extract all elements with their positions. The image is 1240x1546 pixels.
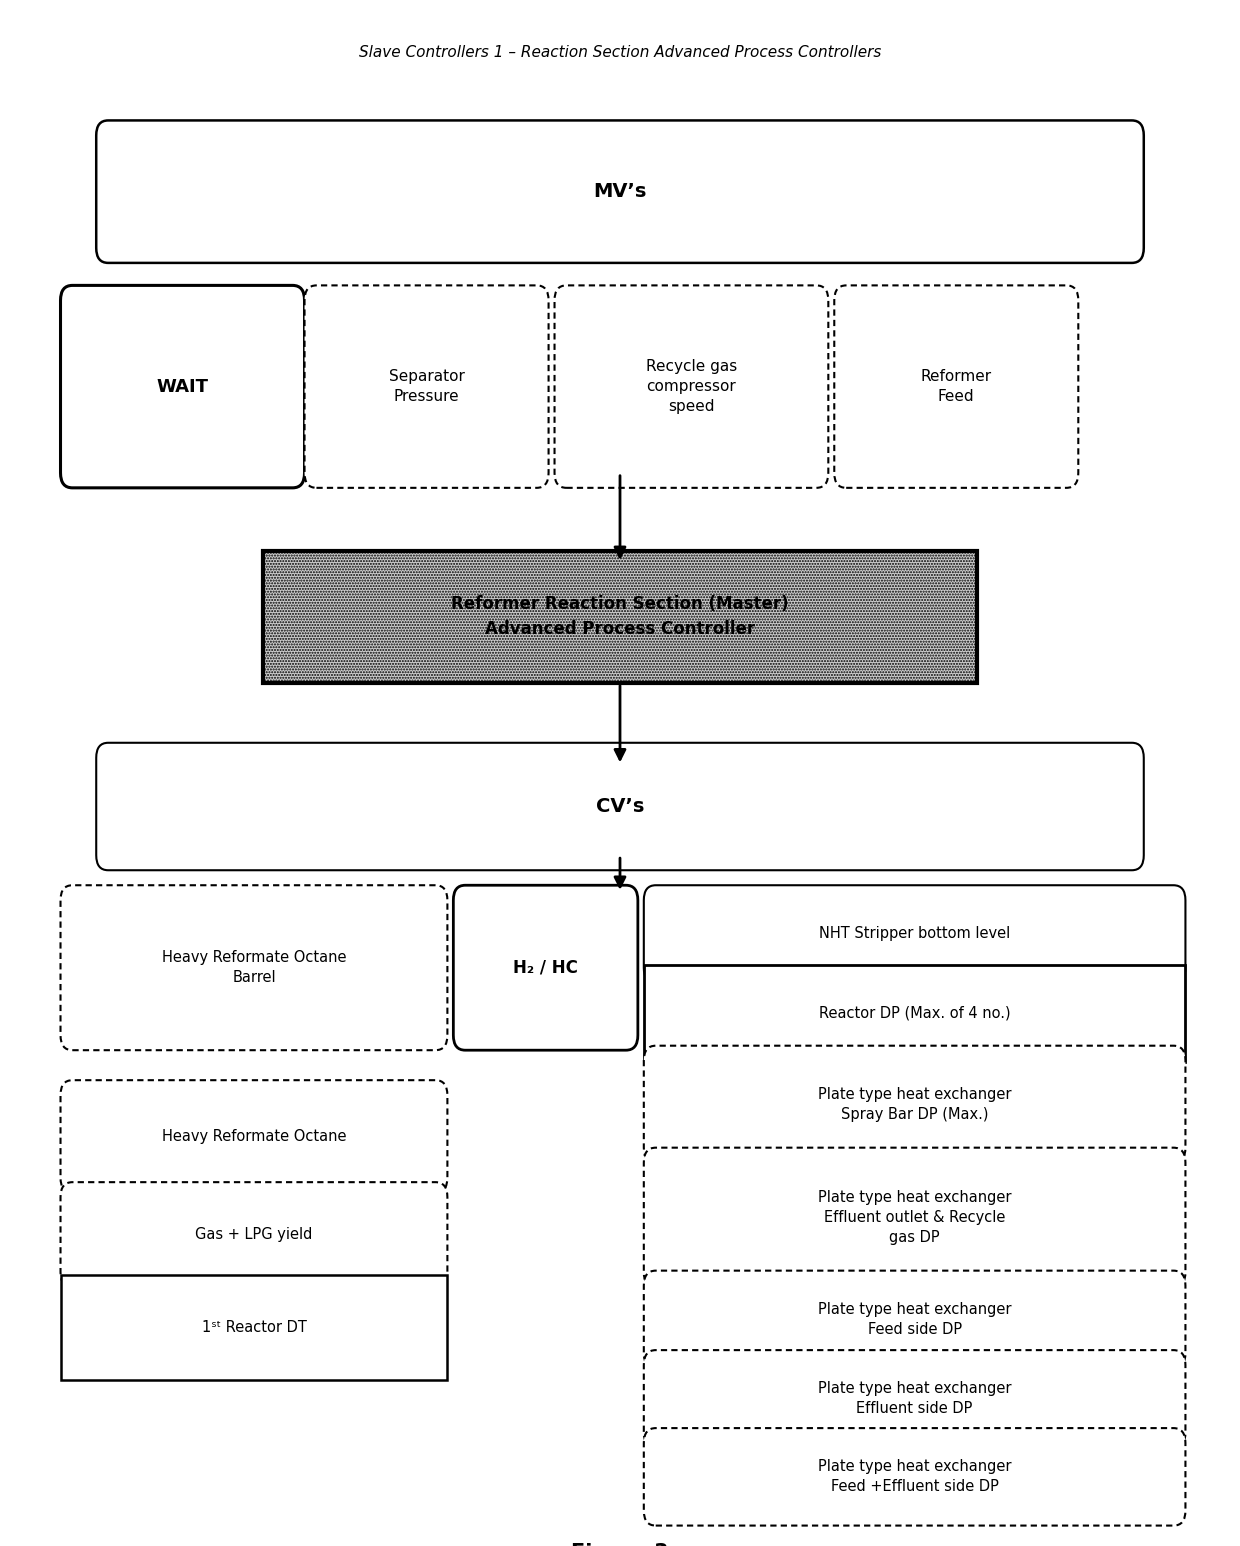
FancyBboxPatch shape xyxy=(644,965,1185,1062)
FancyBboxPatch shape xyxy=(644,1271,1185,1368)
FancyBboxPatch shape xyxy=(61,886,448,1050)
FancyBboxPatch shape xyxy=(305,286,548,489)
FancyBboxPatch shape xyxy=(61,286,305,489)
FancyBboxPatch shape xyxy=(644,1429,1185,1526)
Text: Reactor DP (Max. of 4 no.): Reactor DP (Max. of 4 no.) xyxy=(818,1006,1011,1020)
Text: Heavy Reformate Octane: Heavy Reformate Octane xyxy=(161,1129,346,1144)
Text: WAIT: WAIT xyxy=(156,377,208,396)
FancyBboxPatch shape xyxy=(554,286,828,489)
Text: Slave Controllers 1 – Reaction Section Advanced Process Controllers: Slave Controllers 1 – Reaction Section A… xyxy=(358,45,882,60)
FancyBboxPatch shape xyxy=(61,1275,448,1381)
Text: Gas + LPG yield: Gas + LPG yield xyxy=(195,1228,312,1241)
Text: Reformer Reaction Section (Master)
Advanced Process Controller: Reformer Reaction Section (Master) Advan… xyxy=(451,595,789,638)
Text: 1ˢᵗ Reactor DT: 1ˢᵗ Reactor DT xyxy=(202,1320,306,1336)
Text: Plate type heat exchanger
Feed +Effluent side DP: Plate type heat exchanger Feed +Effluent… xyxy=(818,1459,1012,1495)
FancyBboxPatch shape xyxy=(644,1147,1185,1288)
Text: CV’s: CV’s xyxy=(595,798,645,816)
Text: MV’s: MV’s xyxy=(593,182,647,201)
FancyBboxPatch shape xyxy=(644,1045,1185,1163)
FancyBboxPatch shape xyxy=(835,286,1079,489)
Text: Plate type heat exchanger
Effluent outlet & Recycle
gas DP: Plate type heat exchanger Effluent outle… xyxy=(818,1190,1012,1245)
Text: Plate type heat exchanger
Feed side DP: Plate type heat exchanger Feed side DP xyxy=(818,1302,1012,1337)
FancyBboxPatch shape xyxy=(61,1183,448,1288)
FancyBboxPatch shape xyxy=(644,1350,1185,1447)
FancyBboxPatch shape xyxy=(61,1081,448,1192)
Text: Plate type heat exchanger
Effluent side DP: Plate type heat exchanger Effluent side … xyxy=(818,1382,1012,1416)
Text: H₂ / HC: H₂ / HC xyxy=(513,959,578,977)
Text: Heavy Reformate Octane
Barrel: Heavy Reformate Octane Barrel xyxy=(161,951,346,985)
Text: Separator
Pressure: Separator Pressure xyxy=(388,369,465,404)
Text: Plate type heat exchanger
Spray Bar DP (Max.): Plate type heat exchanger Spray Bar DP (… xyxy=(818,1087,1012,1121)
Text: Figure 3: Figure 3 xyxy=(572,1543,668,1546)
FancyBboxPatch shape xyxy=(97,121,1143,263)
FancyBboxPatch shape xyxy=(454,886,637,1050)
Text: Reformer
Feed: Reformer Feed xyxy=(921,369,992,404)
Text: NHT Stripper bottom level: NHT Stripper bottom level xyxy=(818,926,1011,942)
FancyBboxPatch shape xyxy=(644,886,1185,983)
FancyBboxPatch shape xyxy=(263,550,977,683)
Text: Recycle gas
compressor
speed: Recycle gas compressor speed xyxy=(646,359,737,414)
FancyBboxPatch shape xyxy=(97,742,1143,870)
